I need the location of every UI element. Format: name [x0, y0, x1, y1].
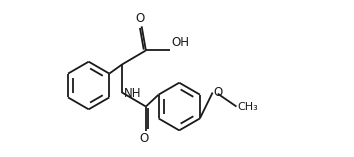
Text: O: O	[136, 12, 145, 25]
Text: NH: NH	[124, 87, 141, 100]
Text: O: O	[214, 86, 223, 99]
Text: OH: OH	[171, 36, 189, 49]
Text: CH₃: CH₃	[238, 102, 258, 111]
Text: O: O	[140, 132, 149, 145]
